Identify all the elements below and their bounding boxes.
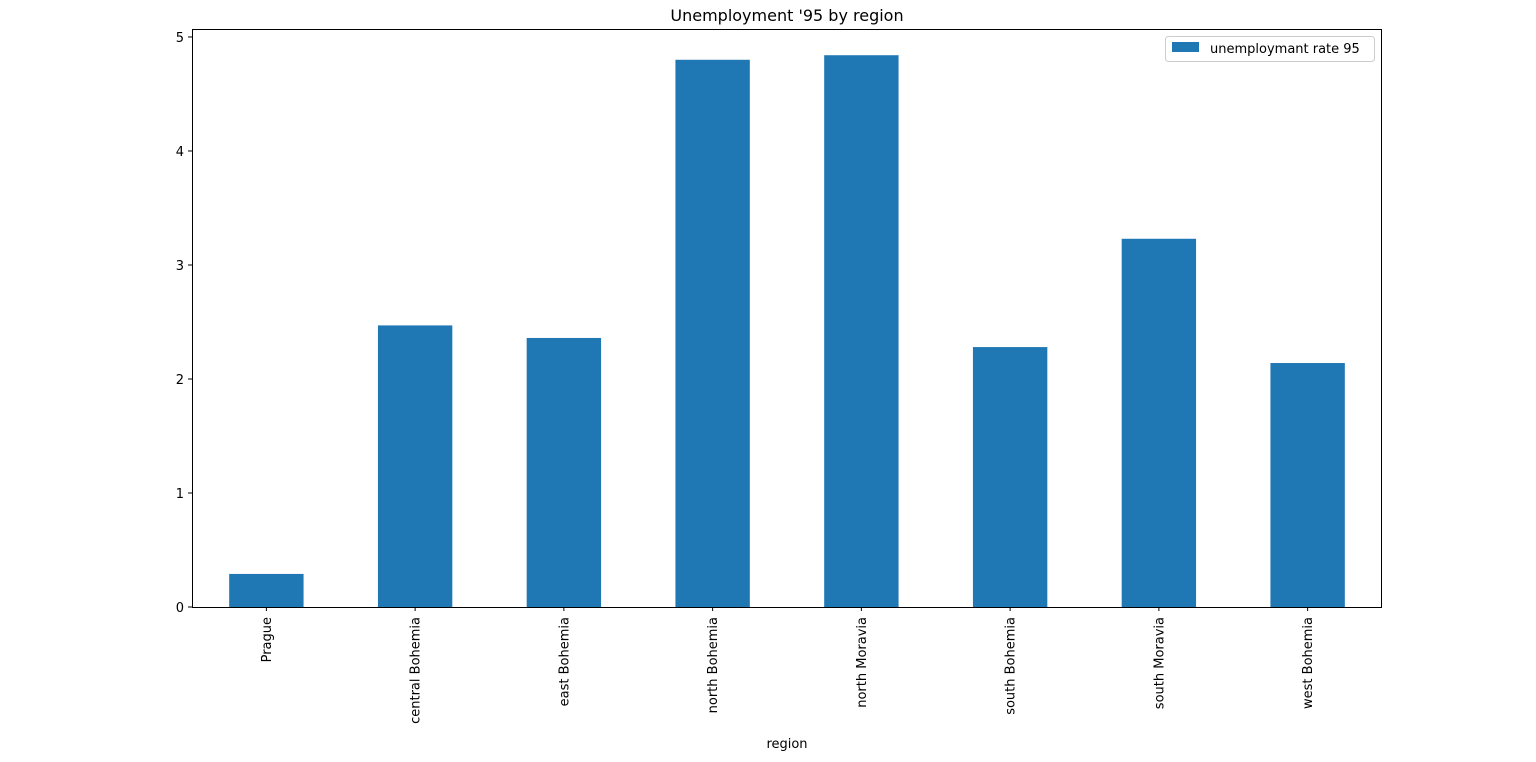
legend-swatch xyxy=(1172,42,1199,52)
bar-south-moravia xyxy=(1121,238,1197,607)
bar-south-bohemia xyxy=(972,347,1048,607)
bar-north-moravia xyxy=(824,55,899,608)
y-tick-label: 3 xyxy=(176,259,184,274)
legend-label: unemploymant rate 95 xyxy=(1210,42,1360,57)
y-tick-label: 1 xyxy=(176,487,184,502)
bar-north-bohemia xyxy=(675,59,750,607)
bar-prague xyxy=(229,573,304,607)
bar-central-bohemia xyxy=(377,325,453,607)
bar-series xyxy=(229,55,1345,608)
plot-frame xyxy=(192,29,1382,608)
x-tick-label: east Bohemia xyxy=(557,617,572,706)
y-axis: 0 1 2 3 4 5 xyxy=(176,31,192,616)
x-tick-label: Prague xyxy=(260,617,275,662)
y-tick-label: 4 xyxy=(176,145,184,160)
y-tick-label: 5 xyxy=(176,31,184,46)
bar-east-bohemia xyxy=(526,337,602,607)
x-tick-label: central Bohemia xyxy=(409,617,424,724)
legend: unemploymant rate 95 xyxy=(1165,36,1375,62)
legend-box xyxy=(1165,36,1375,62)
chart-title: Unemployment '95 by region xyxy=(670,6,903,25)
x-tick-label: north Moravia xyxy=(855,617,870,708)
x-tick-label: north Bohemia xyxy=(706,617,721,713)
x-tick-label: west Bohemia xyxy=(1301,617,1316,709)
x-tick-label: south Bohemia xyxy=(1004,617,1019,715)
x-axis: Prague central Bohemia east Bohemia north B… xyxy=(260,607,1316,724)
y-tick-label: 2 xyxy=(176,373,184,388)
bar-west-bohemia xyxy=(1270,363,1345,607)
y-tick-label: 0 xyxy=(176,601,184,616)
x-tick-label: south Moravia xyxy=(1152,617,1167,709)
x-axis-label: region xyxy=(766,737,807,752)
